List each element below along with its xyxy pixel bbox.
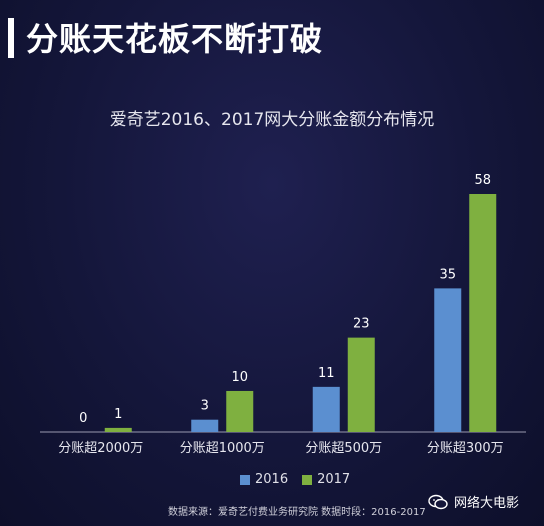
legend-label-2017: 2017 bbox=[317, 472, 351, 487]
bar-2017-1 bbox=[226, 390, 254, 432]
legend-item-2016: 2016 bbox=[240, 472, 288, 487]
data-source-note: 数据来源：爱奇艺付费业务研究院 数据时段：2016-2017 bbox=[168, 507, 426, 518]
headline-accent-bar bbox=[8, 18, 14, 58]
bar-2016-1 bbox=[191, 419, 219, 432]
category-label-3: 分账超300万 bbox=[427, 441, 504, 456]
category-label-2: 分账超500万 bbox=[305, 441, 382, 456]
bar-2016-2 bbox=[312, 386, 340, 432]
bar-2017-3 bbox=[469, 194, 497, 432]
category-label-1: 分账超1000万 bbox=[180, 441, 265, 456]
data-label-2017-2: 23 bbox=[353, 317, 370, 332]
bar-2017-0 bbox=[104, 427, 132, 432]
data-label-2016-2: 11 bbox=[318, 366, 335, 381]
data-label-2016-3: 35 bbox=[439, 267, 456, 282]
watermark: 网络大电影 bbox=[428, 492, 519, 511]
watermark-text: 网络大电影 bbox=[454, 496, 520, 511]
chart-title: 爱奇艺2016、2017网大分账金额分布情况 bbox=[109, 110, 435, 130]
data-label-2017-0: 1 bbox=[114, 407, 122, 422]
data-label-2017-1: 10 bbox=[231, 370, 248, 385]
page-headline: 分账天花板不断打破 bbox=[26, 20, 324, 58]
legend-item-2017: 2017 bbox=[302, 472, 350, 487]
data-label-2017-3: 58 bbox=[474, 173, 491, 188]
bar-2017-2 bbox=[347, 337, 375, 432]
legend-swatch-2017 bbox=[302, 474, 313, 485]
wechat-icon bbox=[428, 494, 448, 509]
legend-label-2016: 2016 bbox=[255, 472, 289, 487]
data-label-2016-0: 0 bbox=[79, 411, 87, 426]
category-label-0: 分账超2000万 bbox=[58, 441, 143, 456]
chart-legend: 2016 2017 bbox=[240, 472, 364, 487]
data-label-2016-1: 3 bbox=[201, 399, 209, 414]
bar-2016-3 bbox=[434, 288, 462, 432]
legend-swatch-2016 bbox=[240, 474, 250, 485]
